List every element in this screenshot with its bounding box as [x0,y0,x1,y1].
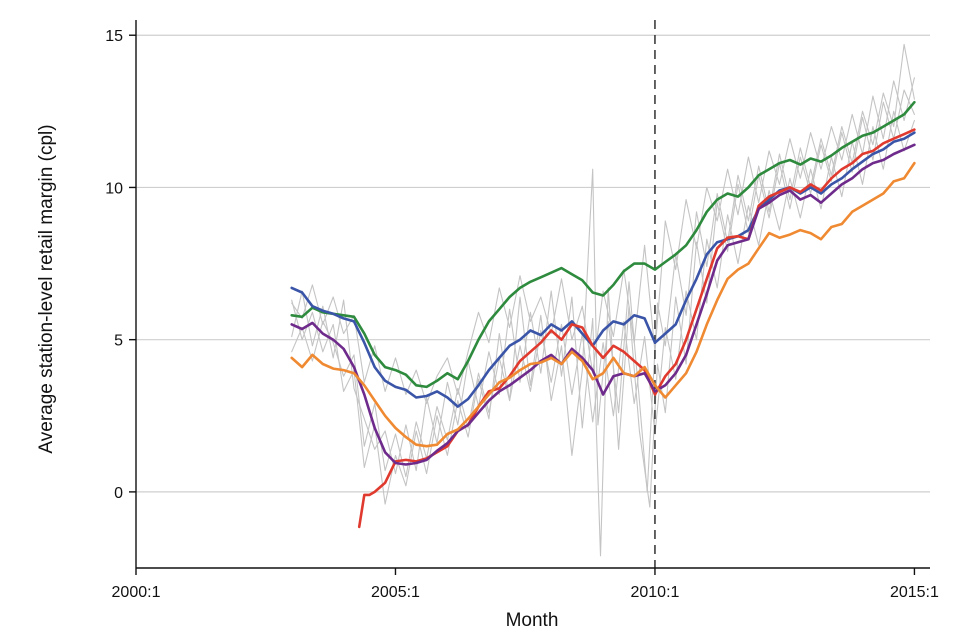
background-line-5 [291,77,915,405]
y-tick-label: 0 [114,485,123,502]
series-line-0 [290,100,916,389]
background-lines [291,43,915,557]
grid-lines [136,34,930,493]
series-line-3 [290,143,916,466]
series-line-1 [290,131,916,408]
y-tick-label: 5 [114,333,123,350]
axes: 0 5 10 15 2000:1 2005:1 2010:1 2015:1 [105,20,939,601]
x-tick-label: 2000:1 [112,584,161,601]
series-lines [290,100,916,529]
y-axis-title: Average station-level retail margin (cpl… [36,124,57,453]
series-line-4 [290,161,916,448]
x-tick-label: 2005:1 [371,584,420,601]
series-line-2 [357,128,916,529]
background-line-7 [291,89,915,557]
y-tick-label: 10 [105,180,123,197]
background-line-6 [291,110,915,478]
x-tick-label: 2010:1 [630,584,679,601]
x-tick-label: 2015:1 [890,584,939,601]
background-line-8 [291,43,915,505]
y-tick-label: 15 [105,28,123,45]
x-axis-title: Month [506,610,559,631]
